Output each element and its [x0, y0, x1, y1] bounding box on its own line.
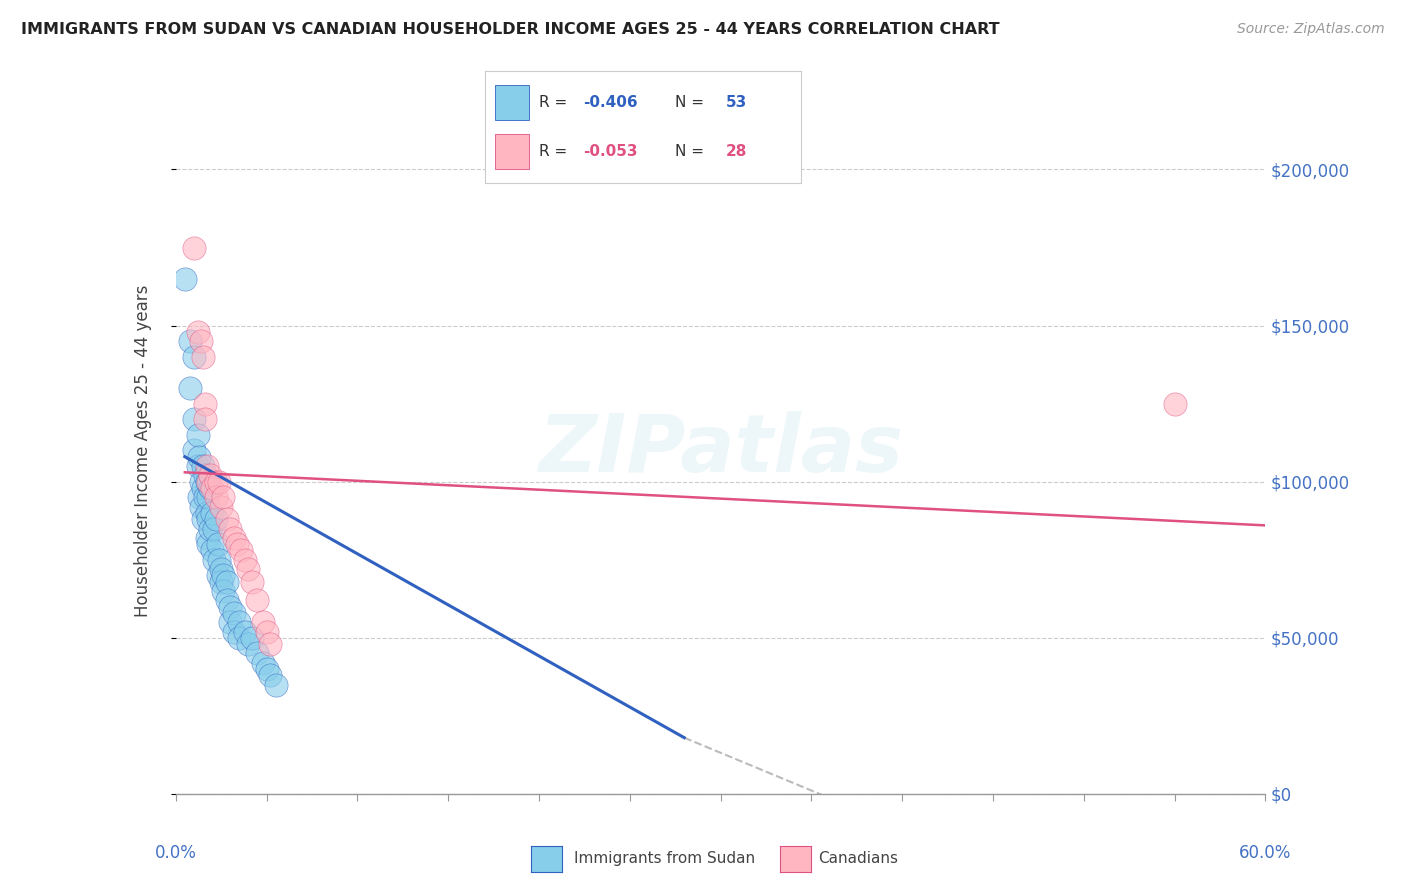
- Point: [202, 521, 225, 535]
- Point: [191, 350, 214, 364]
- Point: [252, 615, 274, 630]
- Point: [219, 615, 242, 630]
- Bar: [495, 134, 529, 169]
- Point: [222, 606, 245, 620]
- Text: N =: N =: [675, 145, 709, 159]
- Point: [195, 531, 218, 545]
- Point: [197, 512, 219, 526]
- Text: IMMIGRANTS FROM SUDAN VS CANADIAN HOUSEHOLDER INCOME AGES 25 - 44 YEARS CORRELAT: IMMIGRANTS FROM SUDAN VS CANADIAN HOUSEH…: [21, 22, 1000, 37]
- Point: [256, 662, 278, 676]
- Point: [204, 490, 226, 504]
- Point: [208, 475, 231, 489]
- Point: [228, 615, 250, 630]
- Point: [246, 593, 269, 607]
- Point: [264, 678, 287, 692]
- Text: -0.053: -0.053: [583, 145, 638, 159]
- Point: [190, 500, 212, 514]
- Point: [207, 537, 229, 551]
- Point: [219, 599, 242, 614]
- Point: [207, 568, 229, 582]
- Text: Source: ZipAtlas.com: Source: ZipAtlas.com: [1237, 22, 1385, 37]
- Point: [256, 624, 278, 639]
- Point: [246, 646, 269, 660]
- Point: [201, 481, 224, 495]
- Point: [200, 521, 222, 535]
- Text: 60.0%: 60.0%: [1239, 844, 1292, 862]
- Point: [183, 412, 205, 426]
- Point: [191, 512, 214, 526]
- Point: [179, 334, 201, 348]
- Text: 0.0%: 0.0%: [155, 844, 197, 862]
- Point: [215, 593, 238, 607]
- Point: [179, 381, 201, 395]
- Point: [194, 468, 217, 483]
- Point: [222, 624, 245, 639]
- Text: 53: 53: [725, 95, 747, 110]
- Point: [191, 458, 214, 473]
- Point: [228, 631, 250, 645]
- Point: [259, 668, 281, 682]
- Point: [209, 500, 232, 514]
- Point: [190, 334, 212, 348]
- Point: [231, 543, 253, 558]
- Point: [173, 271, 195, 285]
- Point: [226, 537, 249, 551]
- Text: R =: R =: [538, 95, 572, 110]
- Point: [194, 490, 217, 504]
- Text: Canadians: Canadians: [818, 852, 898, 866]
- Text: N =: N =: [675, 95, 709, 110]
- Y-axis label: Householder Income Ages 25 - 44 years: Householder Income Ages 25 - 44 years: [134, 285, 152, 616]
- Point: [200, 468, 222, 483]
- Point: [233, 552, 256, 567]
- Point: [215, 512, 238, 526]
- Point: [233, 624, 256, 639]
- Point: [183, 443, 205, 458]
- Point: [238, 562, 260, 576]
- Point: [183, 350, 205, 364]
- Point: [183, 240, 205, 255]
- Point: [204, 512, 226, 526]
- Point: [200, 481, 222, 495]
- Point: [212, 490, 235, 504]
- Point: [195, 458, 218, 473]
- Point: [186, 325, 209, 339]
- Point: [197, 475, 219, 489]
- Text: ZIPatlas: ZIPatlas: [538, 411, 903, 490]
- Point: [222, 531, 245, 545]
- Point: [212, 583, 235, 598]
- Point: [195, 475, 218, 489]
- Point: [240, 574, 263, 589]
- Text: Immigrants from Sudan: Immigrants from Sudan: [574, 852, 755, 866]
- Point: [215, 574, 238, 589]
- Point: [202, 552, 225, 567]
- Point: [219, 521, 242, 535]
- Point: [204, 475, 226, 489]
- Point: [188, 490, 211, 504]
- Point: [209, 574, 232, 589]
- Point: [197, 537, 219, 551]
- Point: [195, 506, 218, 520]
- Point: [209, 562, 232, 576]
- Point: [186, 458, 209, 473]
- Point: [238, 637, 260, 651]
- Point: [240, 631, 263, 645]
- Point: [1163, 396, 1185, 410]
- Point: [208, 552, 231, 567]
- Point: [201, 506, 224, 520]
- Point: [197, 490, 219, 504]
- Text: R =: R =: [538, 145, 572, 159]
- Point: [190, 475, 212, 489]
- Point: [186, 427, 209, 442]
- Point: [191, 481, 214, 495]
- Point: [259, 637, 281, 651]
- Point: [212, 568, 235, 582]
- Point: [194, 412, 217, 426]
- Bar: [495, 85, 529, 120]
- Point: [201, 543, 224, 558]
- Point: [188, 450, 211, 464]
- Text: -0.406: -0.406: [583, 95, 638, 110]
- Point: [194, 396, 217, 410]
- Text: 28: 28: [725, 145, 747, 159]
- Point: [252, 656, 274, 670]
